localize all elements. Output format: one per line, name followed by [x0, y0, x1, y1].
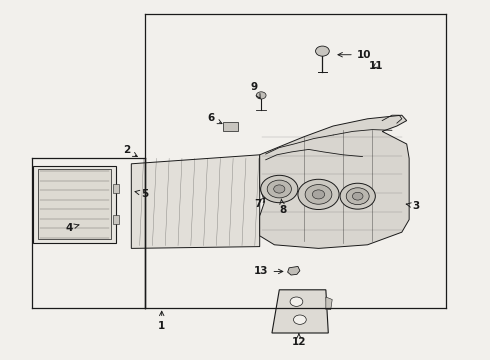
Text: 3: 3	[406, 201, 419, 211]
Text: 13: 13	[254, 266, 283, 276]
Text: 12: 12	[292, 334, 306, 347]
Bar	[113, 184, 119, 193]
Bar	[38, 169, 111, 239]
Circle shape	[256, 92, 266, 99]
Circle shape	[267, 180, 292, 198]
Text: 9: 9	[250, 82, 260, 99]
Circle shape	[346, 188, 369, 204]
Circle shape	[352, 192, 363, 200]
Bar	[33, 166, 116, 243]
Polygon shape	[272, 290, 328, 333]
Text: 4: 4	[66, 222, 79, 233]
Text: 7: 7	[254, 198, 265, 210]
Circle shape	[294, 315, 306, 324]
Bar	[223, 122, 238, 131]
Text: 10: 10	[338, 50, 371, 60]
Circle shape	[290, 297, 303, 306]
Circle shape	[316, 46, 329, 56]
Polygon shape	[288, 266, 300, 275]
Text: 8: 8	[279, 199, 286, 215]
Bar	[113, 215, 119, 224]
Circle shape	[298, 179, 339, 210]
Circle shape	[305, 185, 332, 204]
Circle shape	[274, 185, 285, 193]
Text: 1: 1	[158, 311, 165, 331]
Polygon shape	[260, 115, 409, 248]
Text: 6: 6	[207, 113, 222, 123]
Polygon shape	[326, 297, 332, 310]
Circle shape	[261, 175, 298, 203]
Circle shape	[340, 183, 375, 209]
Text: 11: 11	[369, 60, 384, 71]
Circle shape	[312, 190, 325, 199]
Text: 2: 2	[123, 145, 137, 157]
Text: 5: 5	[135, 189, 148, 199]
Polygon shape	[131, 155, 260, 248]
